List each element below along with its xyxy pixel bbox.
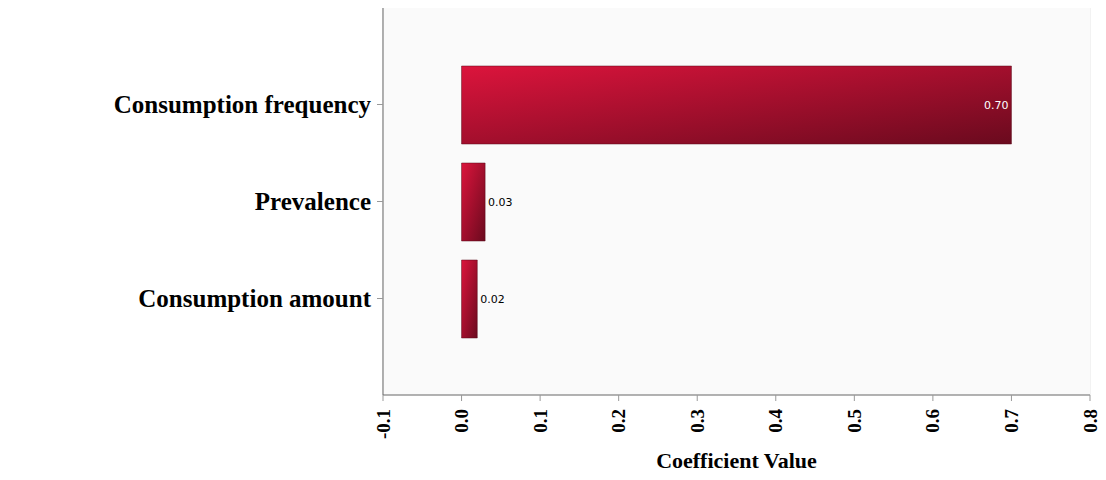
svg-text:0.5: 0.5 [844,409,865,433]
svg-text:0.6: 0.6 [922,409,943,433]
svg-text:Prevalence: Prevalence [255,188,371,215]
svg-text:0.4: 0.4 [765,409,786,433]
svg-text:0.02: 0.02 [480,293,505,306]
svg-text:0.0: 0.0 [451,409,472,433]
svg-text:0.03: 0.03 [488,196,512,209]
svg-text:0.7: 0.7 [1001,409,1022,433]
svg-text:0.3: 0.3 [687,409,708,433]
svg-text:Consumption frequency: Consumption frequency [114,91,372,118]
svg-text:Consumption amount: Consumption amount [138,285,371,312]
svg-text:Coefficient Value: Coefficient Value [656,448,817,472]
svg-text:0.70: 0.70 [984,99,1009,112]
svg-text:-0.1: -0.1 [373,409,394,439]
svg-text:0.8: 0.8 [1080,409,1099,433]
svg-text:0.2: 0.2 [608,409,629,433]
svg-text:0.1: 0.1 [530,409,551,433]
